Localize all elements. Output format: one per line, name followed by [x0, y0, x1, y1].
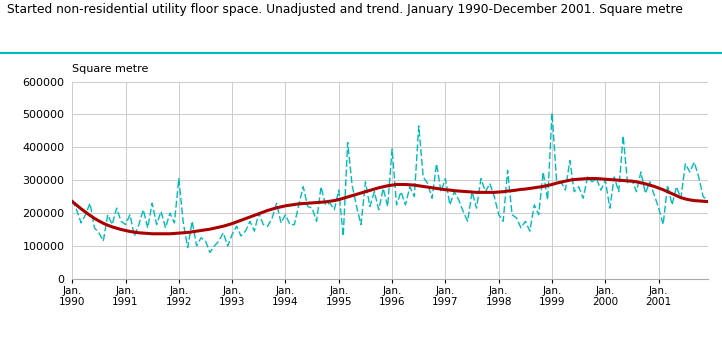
- Text: Square metre: Square metre: [72, 64, 149, 74]
- Text: Started non-residential utility floor space. Unadjusted and trend. January 1990-: Started non-residential utility floor sp…: [7, 3, 683, 16]
